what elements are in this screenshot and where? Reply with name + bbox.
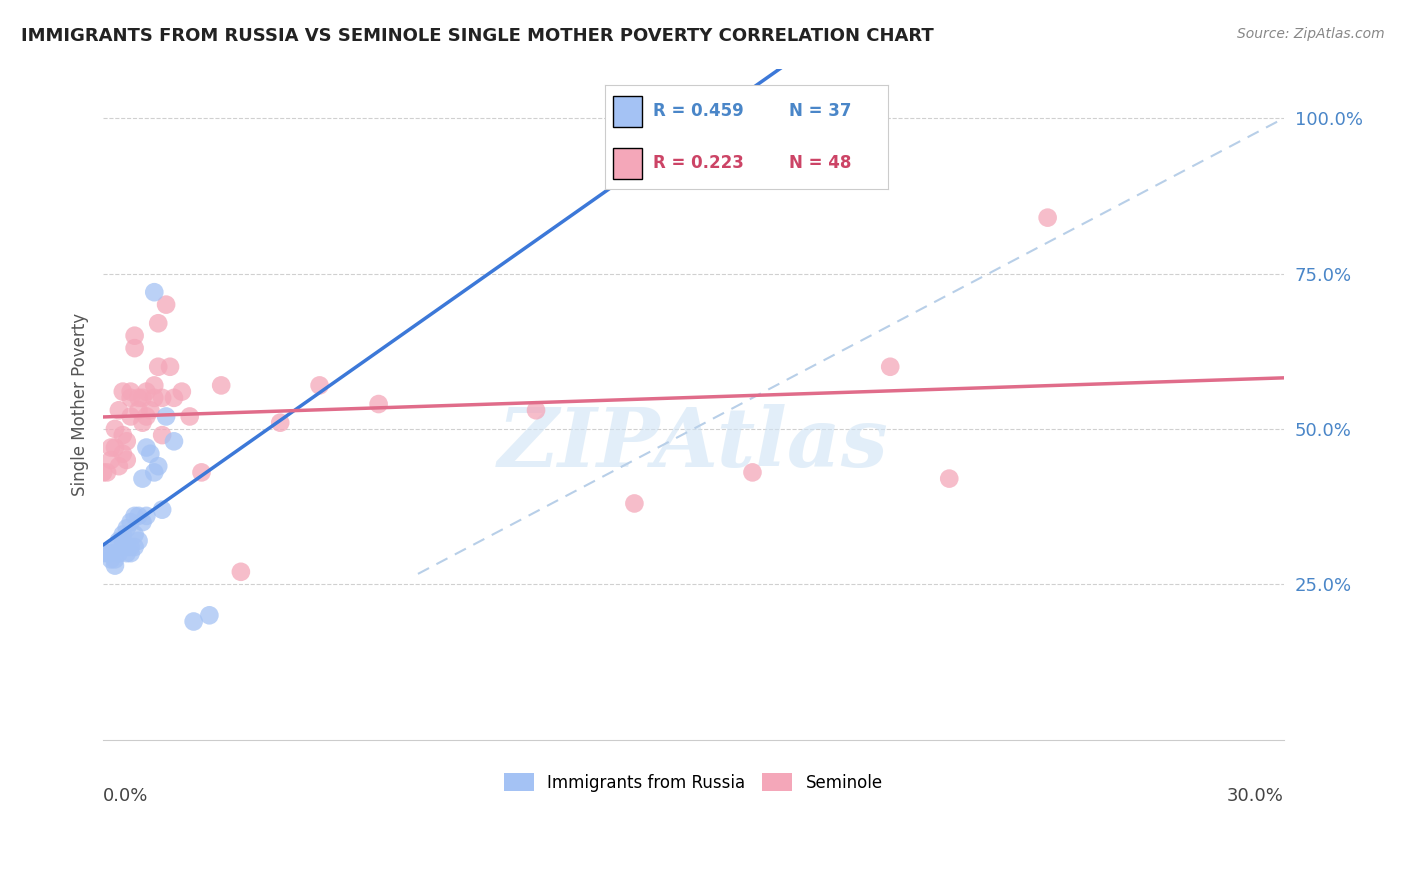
Point: [108, 459, 131, 474]
Point: [96, 466, 118, 480]
Point: [96, 546, 118, 560]
Point: [131, 391, 153, 405]
Point: [143, 285, 166, 300]
Text: 30.0%: 30.0%: [1227, 787, 1284, 805]
Point: [115, 546, 138, 560]
Point: [150, 502, 173, 516]
Point: [143, 391, 166, 405]
Point: [124, 508, 146, 523]
Text: IMMIGRANTS FROM RUSSIA VS SEMINOLE SINGLE MOTHER POVERTY CORRELATION CHART: IMMIGRANTS FROM RUSSIA VS SEMINOLE SINGL…: [21, 27, 934, 45]
Point: [120, 546, 142, 560]
Point: [269, 416, 291, 430]
Point: [124, 341, 146, 355]
Point: [100, 441, 122, 455]
Point: [209, 378, 232, 392]
Point: [120, 409, 142, 424]
Point: [120, 384, 142, 399]
Point: [159, 359, 181, 374]
Point: [682, 118, 704, 132]
Point: [120, 391, 142, 405]
Y-axis label: Single Mother Poverty: Single Mother Poverty: [72, 312, 89, 496]
Text: Source: ZipAtlas.com: Source: ZipAtlas.com: [1237, 27, 1385, 41]
Point: [115, 521, 138, 535]
Legend: Immigrants from Russia, Seminole: Immigrants from Russia, Seminole: [498, 767, 890, 798]
Point: [91, 466, 114, 480]
Point: [104, 552, 127, 566]
Point: [150, 391, 173, 405]
Point: [148, 459, 170, 474]
Point: [229, 565, 252, 579]
Point: [128, 533, 150, 548]
Point: [108, 403, 131, 417]
Point: [111, 447, 134, 461]
Point: [128, 403, 150, 417]
Point: [190, 466, 212, 480]
Point: [163, 434, 186, 449]
Point: [115, 540, 138, 554]
Point: [155, 298, 177, 312]
Point: [91, 546, 114, 560]
Point: [124, 527, 146, 541]
Point: [104, 540, 127, 554]
Point: [128, 391, 150, 405]
Text: 0.0%: 0.0%: [103, 787, 149, 805]
Point: [131, 472, 153, 486]
Point: [150, 428, 173, 442]
Point: [741, 466, 763, 480]
Point: [135, 409, 157, 424]
Point: [148, 316, 170, 330]
Point: [104, 422, 127, 436]
Point: [111, 384, 134, 399]
Point: [308, 378, 330, 392]
Point: [135, 441, 157, 455]
Point: [111, 428, 134, 442]
Point: [104, 558, 127, 573]
Point: [115, 453, 138, 467]
Point: [111, 540, 134, 554]
Point: [524, 403, 547, 417]
Point: [120, 515, 142, 529]
Point: [108, 533, 131, 548]
Point: [938, 472, 960, 486]
Point: [879, 359, 901, 374]
Point: [198, 608, 221, 623]
Point: [139, 447, 162, 461]
Point: [163, 391, 186, 405]
Point: [143, 466, 166, 480]
Point: [623, 496, 645, 510]
Point: [100, 453, 122, 467]
Point: [155, 409, 177, 424]
Point: [124, 540, 146, 554]
Point: [104, 441, 127, 455]
Point: [124, 328, 146, 343]
Point: [139, 403, 162, 417]
Point: [108, 546, 131, 560]
Point: [115, 434, 138, 449]
Point: [131, 515, 153, 529]
Point: [100, 546, 122, 560]
Point: [111, 527, 134, 541]
Point: [111, 533, 134, 548]
Point: [135, 508, 157, 523]
Point: [135, 384, 157, 399]
Point: [131, 416, 153, 430]
Text: ZIPAtlas: ZIPAtlas: [498, 404, 889, 484]
Point: [128, 508, 150, 523]
Point: [1036, 211, 1059, 225]
Point: [170, 384, 193, 399]
Point: [100, 552, 122, 566]
Point: [143, 378, 166, 392]
Point: [148, 359, 170, 374]
Point: [183, 615, 205, 629]
Point: [179, 409, 201, 424]
Point: [367, 397, 389, 411]
Point: [120, 540, 142, 554]
